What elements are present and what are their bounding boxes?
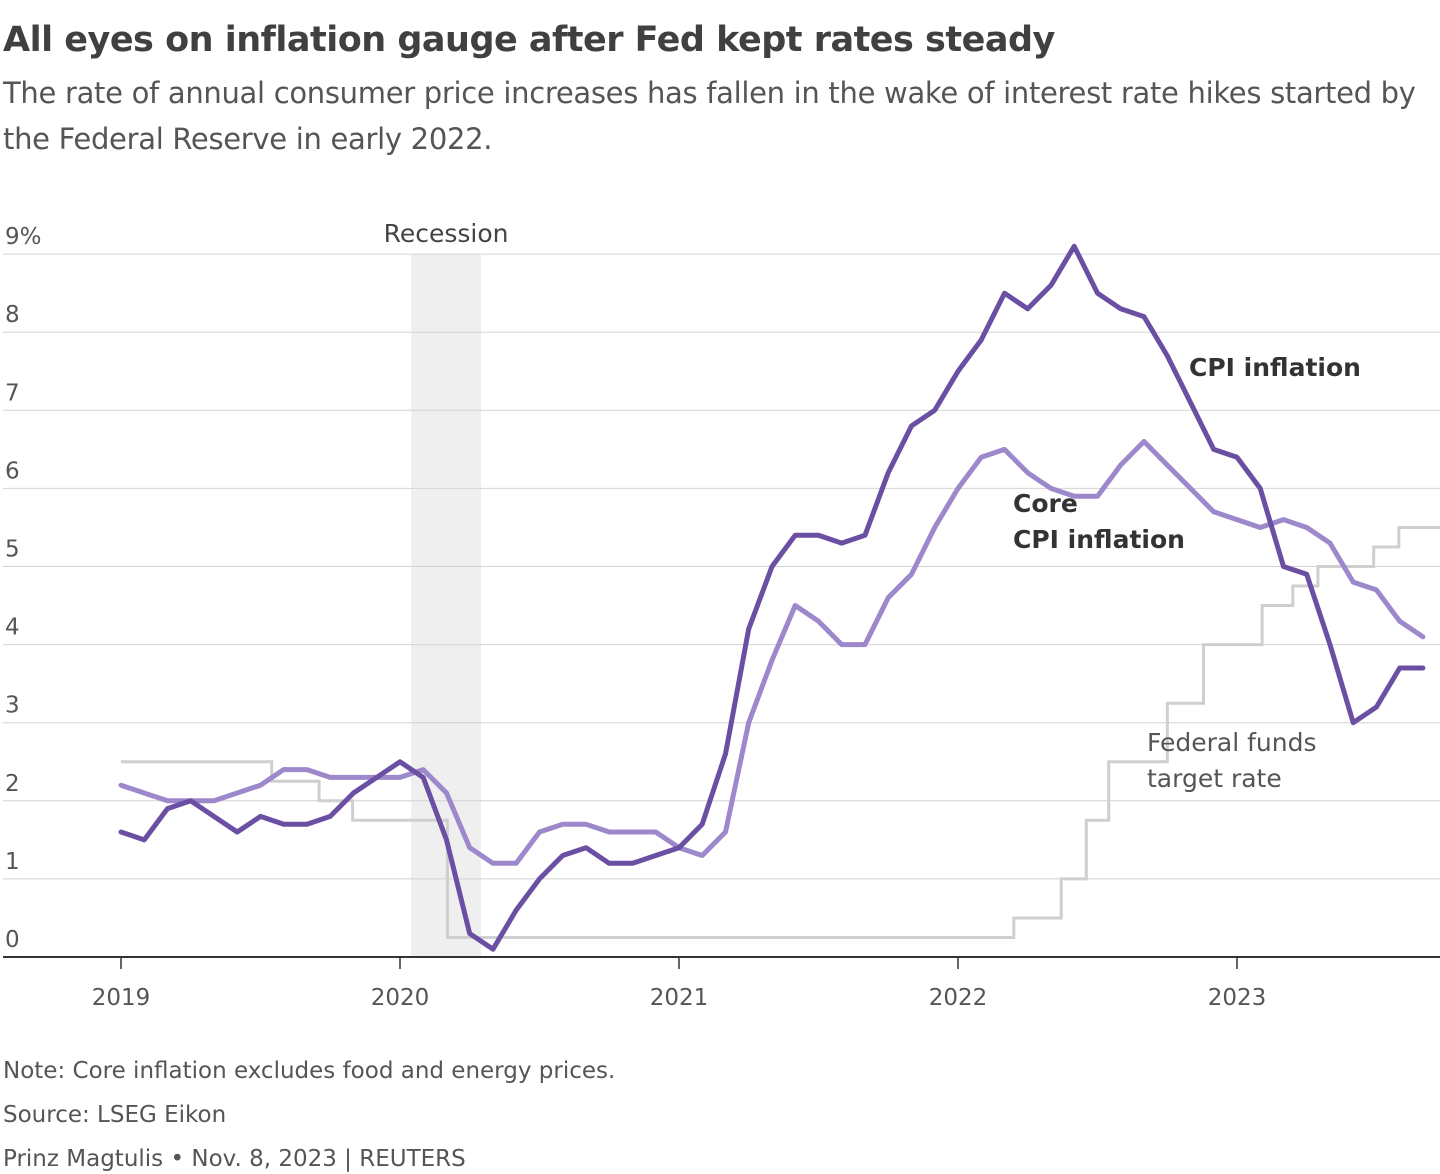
y-tick-label-3: 3 — [5, 693, 20, 719]
chart-title: All eyes on inflation gauge after Fed ke… — [3, 20, 1055, 60]
y-tick-label-7: 7 — [5, 380, 20, 406]
cpi-label: CPI inflation — [1189, 353, 1361, 382]
y-tick-label-8: 8 — [5, 302, 20, 328]
x-tick-label-2021: 2021 — [650, 985, 709, 1011]
x-tick-label-2023: 2023 — [1208, 985, 1267, 1011]
recession-label: Recession — [384, 219, 509, 248]
y-tick-label-6: 6 — [5, 458, 20, 484]
line-chart: Recession 0 1 2 3 4 5 6 7 8 9% 2019 2020 2021 2022 20… — [3, 219, 1440, 1011]
core-cpi-label-line-1: Core — [1013, 489, 1078, 518]
footnote: Note: Core inflation excludes food and e… — [3, 1058, 616, 1084]
source-note: Source: LSEG Eikon — [3, 1102, 227, 1128]
chart-subtitle: The rate of annual consumer price increa… — [3, 76, 1416, 156]
y-tick-label-4: 4 — [5, 615, 20, 641]
x-tick-label-2019: 2019 — [92, 985, 151, 1011]
fed-funds-label-line-1: Federal funds — [1147, 728, 1317, 757]
y-tick-label-5: 5 — [5, 537, 20, 563]
cpi-label-line-1: CPI inflation — [1189, 353, 1361, 382]
core-cpi-label-line-2: CPI inflation — [1013, 525, 1185, 554]
core-cpi-line — [118, 439, 1426, 866]
core-cpi-label: Core CPI inflation — [1013, 489, 1185, 554]
y-tick-label-1: 1 — [5, 849, 20, 875]
fed-funds-line — [121, 526, 1440, 939]
cpi-line — [118, 243, 1426, 952]
y-tick-label-2: 2 — [5, 771, 20, 797]
byline: Prinz Magtulis • Nov. 8, 2023 | REUTERS — [3, 1146, 466, 1172]
x-tick-label-2020: 2020 — [371, 985, 430, 1011]
y-tick-label-0: 0 — [5, 927, 20, 953]
fed-funds-label-line-2: target rate — [1147, 764, 1282, 793]
x-tick-label-2022: 2022 — [929, 985, 988, 1011]
fed-funds-label: Federal funds target rate — [1147, 728, 1317, 793]
y-tick-label-9: 9% — [5, 224, 42, 250]
